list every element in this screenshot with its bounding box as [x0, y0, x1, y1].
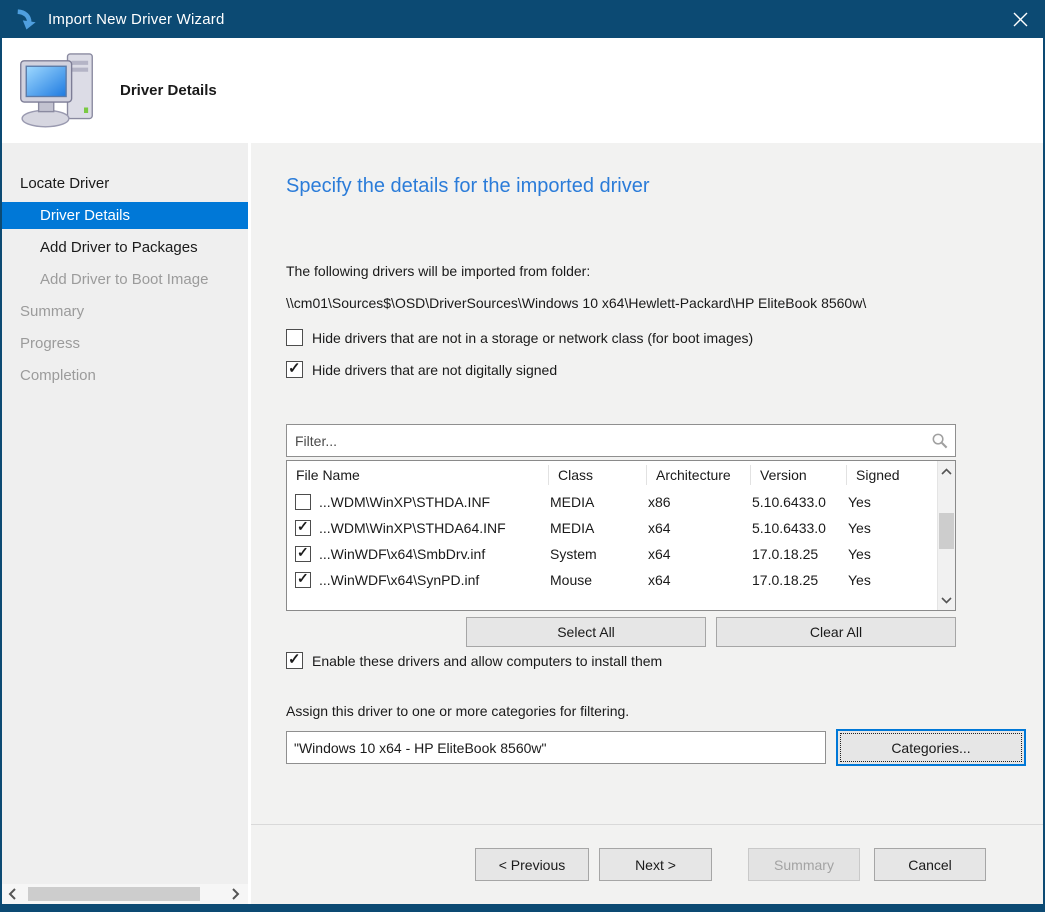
wizard-icon — [17, 9, 36, 30]
scroll-down-icon[interactable] — [938, 592, 955, 608]
nav-item-locate-driver[interactable]: Locate Driver — [20, 175, 110, 192]
scroll-up-icon[interactable] — [938, 463, 955, 479]
cell-class: System — [550, 546, 597, 562]
cell-version: 5.10.6433.0 — [752, 520, 826, 536]
nav-item-add-driver-to-packages[interactable]: Add Driver to Packages — [40, 239, 198, 256]
nav-item-progress: Progress — [20, 335, 81, 352]
clear-all-button[interactable]: Clear All — [716, 617, 956, 647]
categories-intro-text: Assign this driver to one or more catego… — [286, 703, 630, 719]
sidebar-horizontal-scrollbar[interactable] — [2, 884, 248, 904]
column-header-architecture[interactable]: Architecture — [647, 465, 751, 485]
previous-button[interactable]: < Previous — [475, 848, 589, 881]
hide-unsigned-checkbox[interactable] — [286, 359, 303, 378]
cell-signed: Yes — [848, 546, 871, 562]
summary-button: Summary — [748, 848, 860, 881]
row-checkbox[interactable] — [295, 518, 311, 536]
enable-drivers-checkbox[interactable] — [286, 650, 303, 669]
categories-field[interactable] — [286, 731, 826, 764]
column-header-class[interactable]: Class — [549, 465, 647, 485]
title-bar: Import New Driver Wizard — [2, 0, 1043, 38]
cell-class: Mouse — [550, 572, 593, 588]
select-all-button[interactable]: Select All — [466, 617, 706, 647]
cell-architecture: x64 — [648, 572, 671, 588]
table-row[interactable]: ...WinWDF\x64\SmbDrv.inf System x64 17.0… — [287, 541, 937, 567]
scrollbar-thumb[interactable] — [28, 887, 200, 901]
nav-item-add-driver-to-boot-image: Add Driver to Boot Image — [40, 271, 209, 288]
page-title: Driver Details — [120, 82, 217, 99]
column-header-version[interactable]: Version — [751, 465, 847, 485]
table-row[interactable]: ...WDM\WinXP\STHDA.INF MEDIA x86 5.10.64… — [287, 489, 937, 515]
computer-icon — [20, 52, 93, 127]
driver-table: File Name Class Architecture Version Sig… — [286, 460, 956, 611]
next-button[interactable]: Next > — [599, 848, 712, 881]
nav-item-completion: Completion — [20, 367, 96, 384]
cancel-button[interactable]: Cancel — [874, 848, 986, 881]
cell-class: MEDIA — [550, 494, 595, 510]
nav-item-summary: Summary — [20, 303, 85, 320]
enable-drivers-label: Enable these drivers and allow computers… — [312, 652, 663, 669]
column-header-file-name[interactable]: File Name — [287, 465, 549, 485]
cell-signed: Yes — [848, 572, 871, 588]
nav-item-driver-details[interactable]: Driver Details — [2, 202, 248, 229]
scroll-right-icon[interactable] — [228, 886, 244, 902]
cell-version: 17.0.18.25 — [752, 546, 819, 562]
wizard-footer: < Previous Next > Summary Cancel — [251, 824, 1043, 904]
wizard-header: Driver Details — [2, 38, 1043, 143]
row-checkbox[interactable] — [295, 494, 311, 510]
close-button[interactable] — [997, 0, 1043, 38]
row-checkbox[interactable] — [295, 570, 311, 588]
table-vertical-scrollbar[interactable] — [937, 461, 955, 610]
folder-path-text: \\cm01\Sources$\OSD\DriverSources\Window… — [286, 295, 867, 311]
cell-architecture: x86 — [648, 494, 671, 510]
close-icon — [1013, 12, 1027, 26]
wizard-nav: Locate Driver Driver Details Add Driver … — [2, 143, 251, 904]
search-icon — [932, 433, 948, 449]
hide-storage-label: Hide drivers that are not in a storage o… — [312, 329, 754, 346]
hide-storage-checkbox-row[interactable]: Hide drivers that are not in a storage o… — [286, 329, 753, 346]
cell-file-name: ...WDM\WinXP\STHDA.INF — [319, 494, 491, 510]
folder-intro-text: The following drivers will be imported f… — [286, 263, 591, 279]
row-checkbox[interactable] — [295, 544, 311, 562]
cell-architecture: x64 — [648, 546, 671, 562]
hide-unsigned-label: Hide drivers that are not digitally sign… — [312, 361, 558, 378]
cell-class: MEDIA — [550, 520, 595, 536]
hide-storage-checkbox[interactable] — [286, 329, 303, 346]
scroll-left-icon[interactable] — [4, 886, 20, 902]
scrollbar-thumb[interactable] — [939, 513, 954, 549]
hide-unsigned-checkbox-row[interactable]: Hide drivers that are not digitally sign… — [286, 359, 558, 378]
categories-button[interactable]: Categories... — [836, 729, 1026, 766]
cell-version: 17.0.18.25 — [752, 572, 819, 588]
driver-table-header: File Name Class Architecture Version Sig… — [287, 461, 937, 489]
wizard-content: Specify the details for the imported dri… — [251, 143, 1043, 824]
cell-file-name: ...WinWDF\x64\SynPD.inf — [319, 572, 480, 588]
cell-file-name: ...WinWDF\x64\SmbDrv.inf — [319, 546, 486, 562]
wizard-body: Locate Driver Driver Details Add Driver … — [2, 143, 1043, 904]
table-row[interactable]: ...WDM\WinXP\STHDA64.INF MEDIA x64 5.10.… — [287, 515, 937, 541]
enable-drivers-checkbox-row[interactable]: Enable these drivers and allow computers… — [286, 650, 663, 669]
filter-input[interactable] — [286, 424, 956, 457]
window-title: Import New Driver Wizard — [48, 10, 225, 28]
column-header-signed[interactable]: Signed — [856, 467, 900, 483]
cell-signed: Yes — [848, 520, 871, 536]
content-heading: Specify the details for the imported dri… — [286, 175, 650, 197]
cell-file-name: ...WDM\WinXP\STHDA64.INF — [319, 520, 506, 536]
cell-version: 5.10.6433.0 — [752, 494, 826, 510]
table-row[interactable]: ...WinWDF\x64\SynPD.inf Mouse x64 17.0.1… — [287, 567, 937, 593]
filter-field — [286, 424, 956, 457]
cell-signed: Yes — [848, 494, 871, 510]
cell-architecture: x64 — [648, 520, 671, 536]
